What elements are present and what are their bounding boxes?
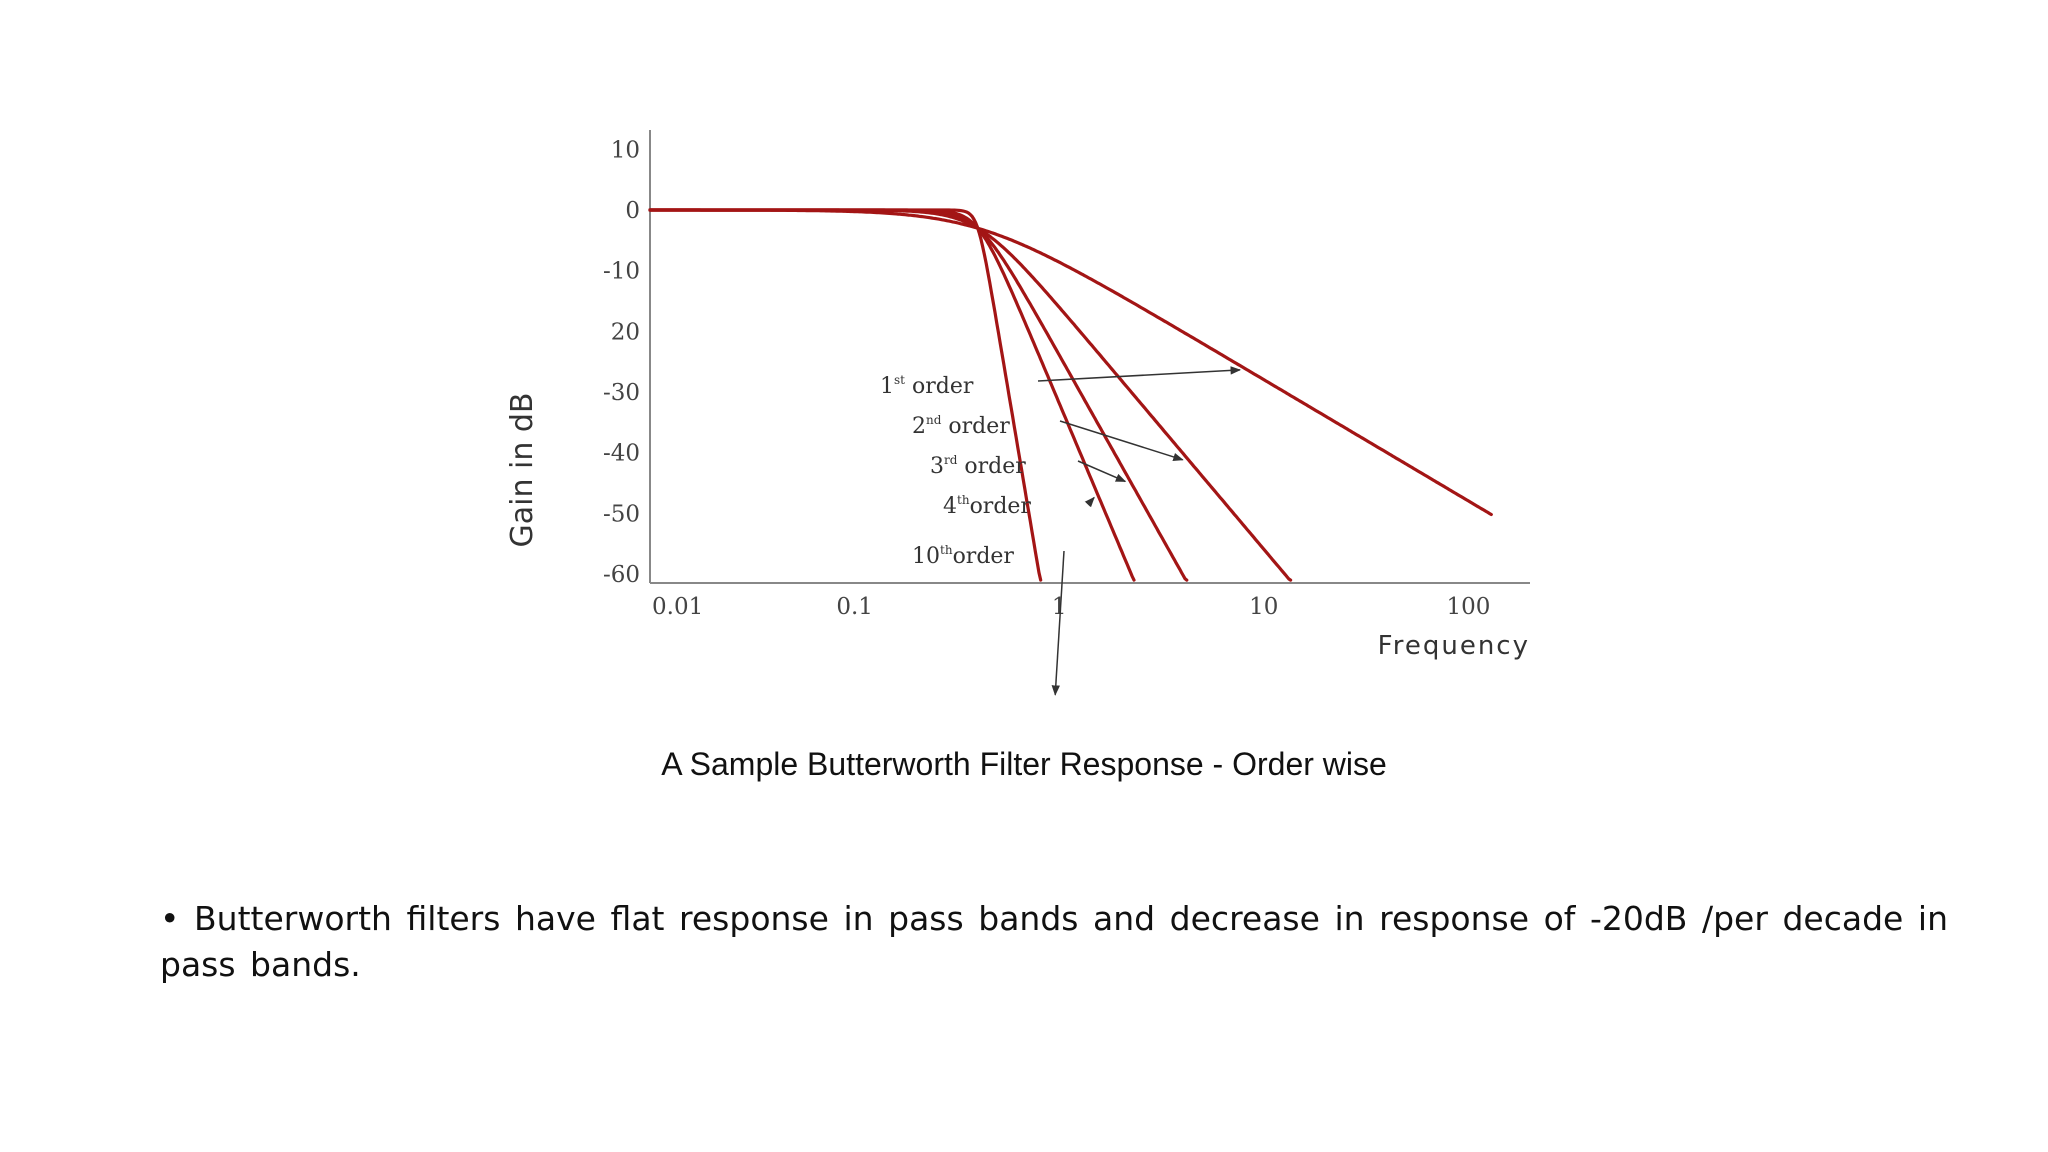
series-line-5 bbox=[648, 208, 1043, 582]
y-tick-label: -30 bbox=[603, 380, 640, 406]
series-annotation-label: 2nd order bbox=[912, 413, 1010, 439]
x-axis-label: Frequency bbox=[1378, 631, 1530, 661]
x-tick-label: 0.1 bbox=[836, 594, 873, 620]
series-line-1 bbox=[648, 208, 1493, 517]
series-annotation-label: 3rd order bbox=[930, 453, 1026, 479]
bullet-point: • Butterworth filters have flat response… bbox=[160, 899, 1948, 984]
annotation-arrow bbox=[1077, 460, 1127, 483]
y-tick-label: 10 bbox=[611, 137, 640, 163]
x-tick-label: 1 bbox=[1052, 594, 1067, 620]
series-annotation-label: 4thorder bbox=[943, 493, 1031, 519]
annotation-arrow bbox=[1084, 496, 1095, 508]
y-tick-label: -60 bbox=[603, 562, 640, 588]
figure-caption: A Sample Butterworth Filter Response - O… bbox=[661, 746, 1387, 782]
y-tick-label: -40 bbox=[603, 441, 640, 467]
annotation-arrow bbox=[1037, 366, 1242, 382]
y-tick-label: 0 bbox=[625, 198, 640, 224]
x-tick-label: 10 bbox=[1249, 594, 1278, 620]
annotation-arrow bbox=[1059, 420, 1184, 461]
x-tick-label: 0.01 bbox=[652, 594, 703, 620]
y-axis-label: Gain in dB bbox=[505, 392, 540, 547]
x-tick-label: 100 bbox=[1446, 594, 1490, 620]
y-tick-label: -10 bbox=[603, 259, 640, 285]
y-tick-label: -50 bbox=[603, 501, 640, 527]
annotation-arrow bbox=[1051, 550, 1065, 696]
series-annotation-label: 1st order bbox=[880, 373, 974, 399]
y-tick-label: 20 bbox=[611, 319, 640, 345]
series-annotation-label: 10thorder bbox=[912, 543, 1014, 569]
